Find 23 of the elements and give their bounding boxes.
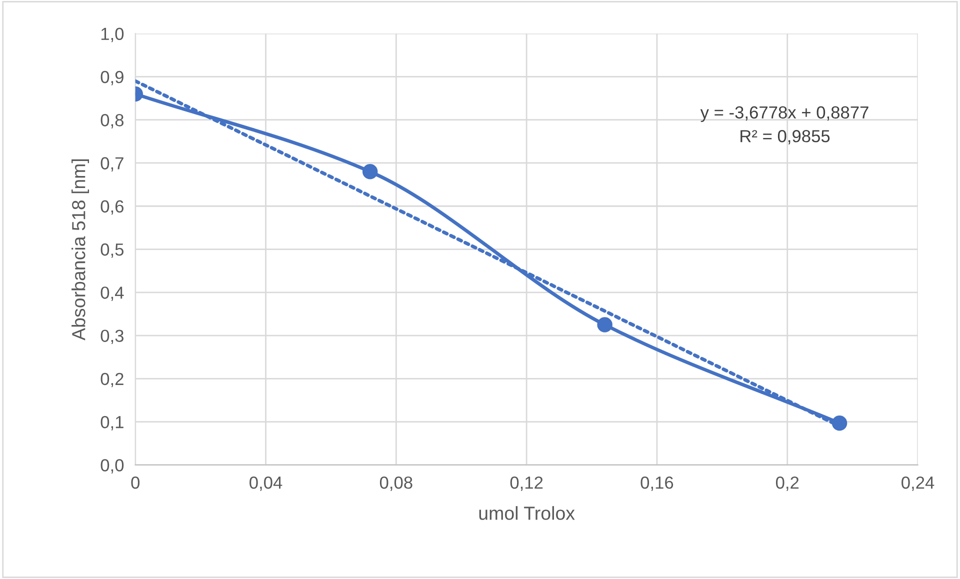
x-tick-label: 0,2 — [776, 476, 799, 491]
y-tick-label: 0,8 — [100, 114, 124, 128]
y-tick-label: 0,0 — [100, 459, 124, 474]
y-axis-title: Absorbancia 518 [nm] — [72, 159, 90, 340]
x-tick-label: 0,08 — [380, 476, 412, 491]
y-tick-label: 0,4 — [100, 286, 124, 301]
y-tick-label: 1,0 — [101, 28, 124, 42]
x-tick-label: 0,12 — [510, 476, 543, 491]
y-tick-label: 0,3 — [100, 330, 124, 344]
point — [597, 317, 612, 332]
y-tick-label: 0,5 — [100, 243, 124, 258]
annotation: y = -3,6778x + 0,8877 R² = 0,9855 — [700, 106, 868, 144]
y-tick-label: 0,7 — [100, 157, 124, 172]
y-tick-label: 0,1 — [100, 416, 124, 430]
y-tick-label: 0,9 — [100, 70, 124, 86]
y-tick-label: 0,2 — [100, 372, 124, 388]
x-tick-label: 0,04 — [250, 476, 282, 491]
y-tick-label: 0,6 — [100, 200, 124, 215]
point — [832, 415, 848, 431]
x-axis-title: umol Trolox — [479, 506, 575, 520]
x-tick-label: 0,24 — [902, 476, 934, 491]
x-tick-label: 0 — [131, 476, 140, 489]
x-tick-label: 0,16 — [640, 476, 674, 491]
